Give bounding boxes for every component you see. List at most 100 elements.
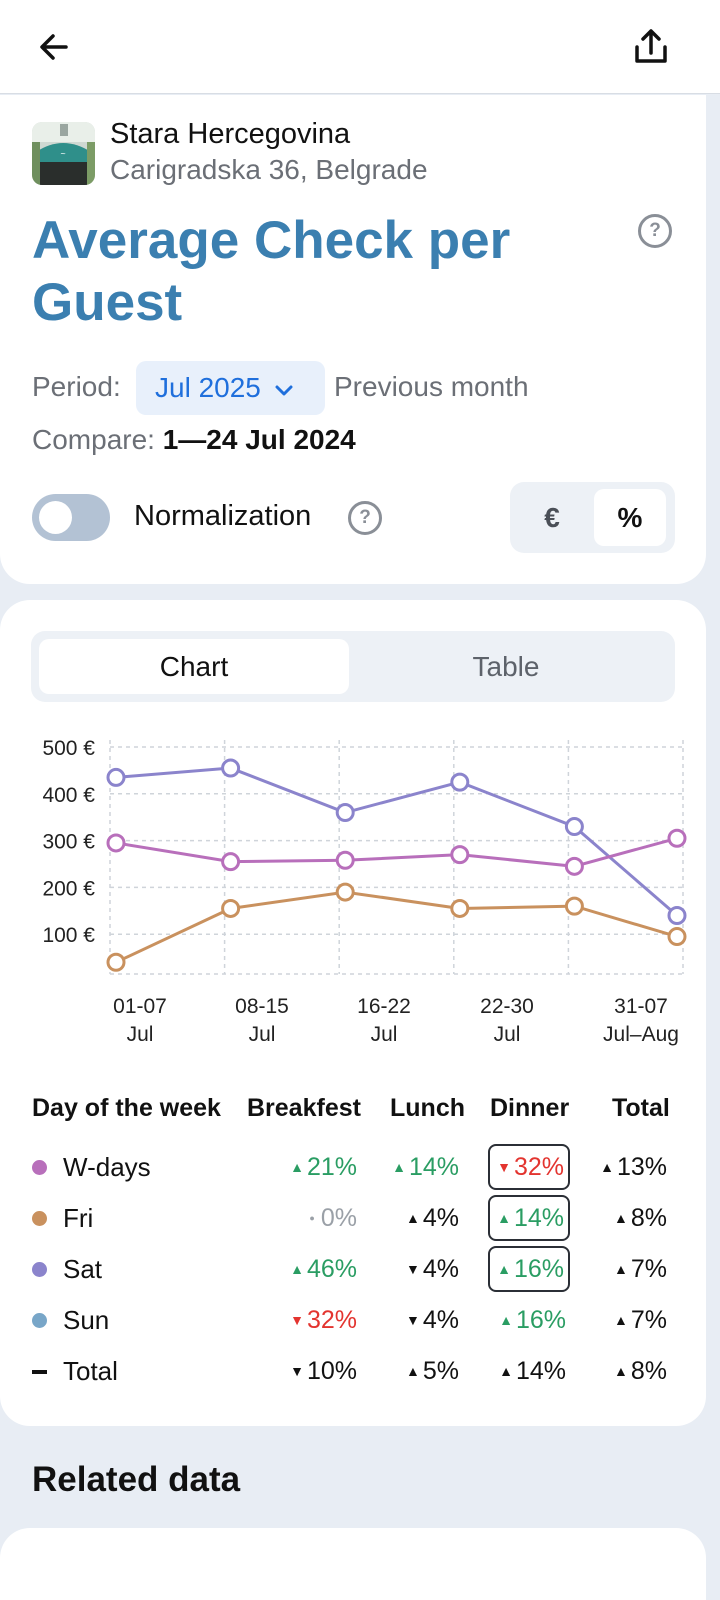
series-line-1 — [115, 766, 678, 917]
data-point — [564, 856, 584, 876]
table-header-cell: Lunch — [390, 1094, 465, 1122]
data-point — [450, 845, 470, 865]
change-cell: ▼ 32% — [290, 1302, 357, 1338]
venue-name: Stara Hercegovina — [110, 118, 351, 150]
tab-chart[interactable]: Chart — [39, 639, 349, 694]
normalization-toggle[interactable] — [32, 494, 110, 541]
change-value: 13% — [616, 1152, 667, 1181]
change-cell: ▲ 8% — [614, 1353, 667, 1389]
data-point — [667, 927, 687, 947]
chevron-down-icon — [275, 372, 293, 404]
table-row[interactable]: Fri ● 0% ▲ 4% ▲ 14% ▲ 8% — [0, 1195, 706, 1241]
tab-table[interactable]: Table — [472, 650, 540, 682]
change-value: 14% — [513, 1203, 564, 1232]
row-label: Total — [63, 1356, 118, 1386]
svg-text:~: ~ — [60, 150, 66, 158]
unit-euro-button[interactable]: € — [544, 501, 560, 533]
data-point — [335, 882, 355, 902]
help-glyph: ? — [649, 220, 661, 241]
venue-address: Carigradska 36, Belgrade — [110, 154, 428, 185]
row-label: W-days — [63, 1152, 151, 1182]
change-cell: ▲ 7% — [614, 1302, 667, 1338]
x-tick-label: Jul–Aug — [603, 1023, 679, 1046]
normalization-label: Normalization — [134, 500, 312, 532]
change-cell: ▲ 16% — [488, 1246, 570, 1292]
x-tick-label: Jul — [249, 1023, 276, 1046]
row-label: Fri — [63, 1203, 94, 1233]
change-cell: ▲ 14% — [499, 1353, 566, 1389]
compare-value: 1—24 Jul 2024 — [162, 424, 356, 455]
help-icon[interactable]: ? — [638, 214, 672, 248]
data-point — [564, 896, 584, 916]
series-line-2 — [115, 836, 678, 868]
table-header-cell: Day of the week — [32, 1094, 221, 1122]
neutral-dot-icon: ● — [309, 1213, 315, 1223]
table-row[interactable]: W-days ▲ 21% ▲ 14% ▼ 32% ▲ 13% — [0, 1144, 706, 1190]
x-tick-label: Jul — [127, 1023, 154, 1046]
change-cell: ● 0% — [309, 1200, 357, 1236]
share-icon[interactable] — [627, 23, 675, 71]
unit-switch: € % — [510, 482, 675, 553]
arrow-up-icon: ▲ — [600, 1159, 614, 1175]
change-value: 8% — [630, 1203, 667, 1232]
table-row[interactable]: Sat ▲ 46% ▼ 4% ▲ 16% ▲ 7% — [0, 1246, 706, 1292]
normalization-help-icon[interactable]: ? — [348, 501, 382, 535]
period-label: Period: — [32, 371, 121, 402]
series-color-marker — [32, 1211, 47, 1226]
data-point — [335, 850, 355, 870]
related-data-card — [0, 1528, 706, 1600]
back-arrow-icon[interactable] — [30, 23, 78, 71]
change-cell: ▲ 13% — [600, 1149, 667, 1185]
x-tick-label: 01-07 — [113, 995, 167, 1018]
change-cell: ▼ 4% — [406, 1251, 459, 1287]
view-tabs: Chart Table — [31, 631, 675, 702]
data-point — [221, 758, 241, 778]
arrow-down-icon: ▼ — [497, 1159, 511, 1175]
period-selected-value: Jul 2025 — [155, 372, 261, 403]
table-header-cell: Breakfest — [247, 1094, 361, 1122]
y-tick-label: 500 € — [42, 737, 95, 760]
y-tick-label: 400 € — [42, 784, 95, 807]
change-value: 16% — [513, 1254, 564, 1283]
y-tick-label: 300 € — [42, 831, 95, 854]
top-bar — [0, 0, 720, 94]
arrow-up-icon: ▲ — [290, 1261, 304, 1277]
compare-label: Compare: — [32, 424, 155, 455]
change-cell: ▼ 4% — [406, 1302, 459, 1338]
change-value: 7% — [630, 1305, 667, 1334]
data-point — [667, 828, 687, 848]
table-row[interactable]: Total ▼ 10% ▲ 5% ▲ 14% ▲ 8% — [0, 1351, 706, 1391]
change-cell: ▲ 16% — [499, 1302, 566, 1338]
data-point — [450, 898, 470, 918]
arrow-up-icon: ▲ — [290, 1159, 304, 1175]
data-point — [564, 817, 584, 837]
table-header-cell: Total — [612, 1094, 670, 1122]
x-tick-label: 16-22 — [357, 995, 411, 1018]
data-point — [667, 905, 687, 925]
row-label: Sun — [63, 1305, 110, 1335]
related-data-heading: Related data — [32, 1460, 241, 1499]
y-tick-label: 200 € — [42, 877, 95, 900]
compare-row: Compare: 1—24 Jul 2024 — [32, 424, 356, 456]
period-dropdown[interactable]: Jul 2025 — [136, 361, 325, 415]
data-point — [221, 898, 241, 918]
arrow-up-icon: ▲ — [614, 1363, 628, 1379]
arrow-down-icon: ▼ — [406, 1261, 420, 1277]
arrow-down-icon: ▼ — [290, 1363, 304, 1379]
arrow-up-icon: ▲ — [497, 1261, 511, 1277]
change-value: 10% — [306, 1356, 357, 1385]
change-cell: ▲ 5% — [406, 1353, 459, 1389]
change-value: 32% — [513, 1152, 564, 1181]
change-value: 4% — [422, 1305, 459, 1334]
change-value: 21% — [306, 1152, 357, 1181]
arrow-up-icon: ▲ — [499, 1312, 513, 1328]
data-point — [106, 833, 126, 853]
change-value: 0% — [320, 1203, 357, 1232]
arrow-up-icon: ▲ — [406, 1210, 420, 1226]
change-value: 7% — [630, 1254, 667, 1283]
unit-percent-button[interactable]: % — [594, 489, 666, 546]
change-value: 46% — [306, 1254, 357, 1283]
table-row[interactable]: Sun ▼ 32% ▼ 4% ▲ 16% ▲ 7% — [0, 1300, 706, 1340]
data-point — [335, 803, 355, 823]
change-cell: ▲ 4% — [406, 1200, 459, 1236]
